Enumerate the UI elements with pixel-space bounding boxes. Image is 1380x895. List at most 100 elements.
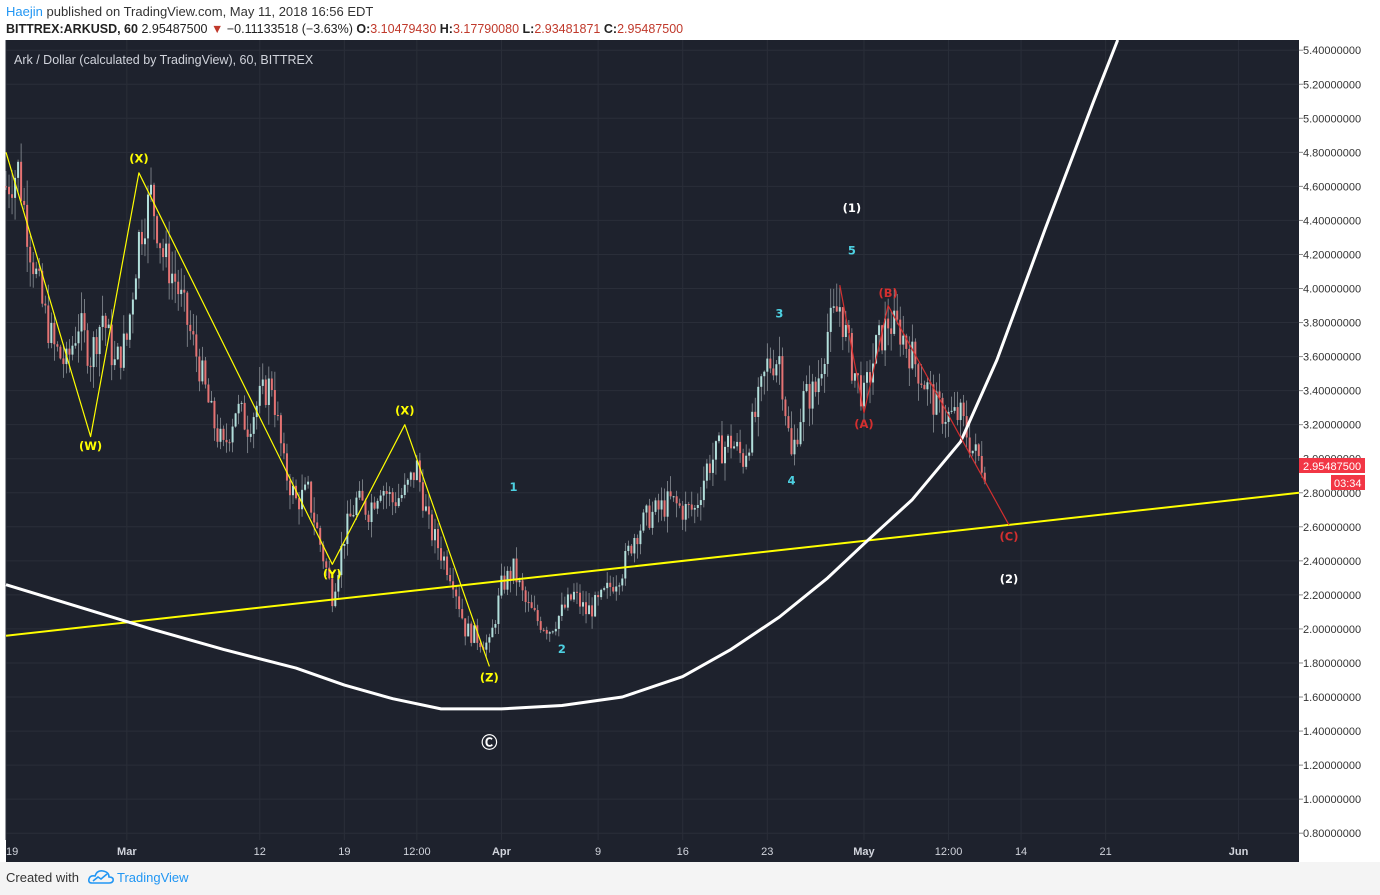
candle-body <box>745 455 748 467</box>
author-link[interactable]: Haejin <box>6 4 43 19</box>
price-tag-countdown: 03:34 <box>1334 478 1362 490</box>
candle-body <box>563 604 566 608</box>
candle-body <box>134 278 137 300</box>
candle-body <box>630 545 633 554</box>
candle-body <box>717 435 720 442</box>
candle-body <box>17 161 20 178</box>
candle-body <box>582 602 585 607</box>
candle-body <box>793 439 796 455</box>
candle-body <box>696 505 699 508</box>
price-tick-label: 3.60000000 <box>1303 352 1361 364</box>
candle-body <box>826 331 829 364</box>
candle-body <box>917 364 920 384</box>
candle-body <box>415 460 418 481</box>
candle-body <box>41 270 44 304</box>
candle-body <box>932 384 935 415</box>
candle-body <box>503 575 506 590</box>
candle-body <box>488 637 491 643</box>
candle-body <box>71 345 74 355</box>
candle-body <box>319 528 322 545</box>
wave-label: Ⓒ <box>481 733 497 752</box>
candle-body <box>304 484 307 490</box>
candle-body <box>805 384 808 392</box>
price-axis[interactable] <box>1299 40 1374 840</box>
candle-body <box>594 594 597 617</box>
candle-body <box>358 490 361 498</box>
time-tick-label: 16 <box>677 846 689 858</box>
candle-body <box>68 348 71 355</box>
open-value: 3.10479430 <box>370 22 437 36</box>
candle-body <box>80 313 83 332</box>
candle-body <box>288 480 291 496</box>
candle-body <box>89 365 92 368</box>
time-tick-label: 19 <box>338 846 350 858</box>
price-tick-label: 3.40000000 <box>1303 386 1361 398</box>
candle-body <box>962 402 965 417</box>
candle-body <box>533 607 536 611</box>
candle-body <box>832 306 835 308</box>
candle-body <box>59 346 62 359</box>
price-tick-label: 1.00000000 <box>1303 794 1361 806</box>
wave-label: (2) <box>1000 572 1019 586</box>
candle-body <box>739 441 742 454</box>
candle-body <box>524 590 527 603</box>
candle-body <box>201 360 204 382</box>
candle-body <box>382 491 385 496</box>
candle-body <box>512 558 515 580</box>
wave-label: (Z) <box>480 671 499 685</box>
header: Haejin published on TradingView.com, May… <box>0 0 1380 40</box>
close-value: 2.95487500 <box>617 22 684 36</box>
candle-body <box>790 428 793 455</box>
candle-body <box>711 459 714 473</box>
price-tick-label: 1.80000000 <box>1303 658 1361 670</box>
tradingview-cloud-icon[interactable] <box>88 868 114 886</box>
wave-label: (X) <box>395 403 414 417</box>
candle-body <box>974 444 977 451</box>
candle-body <box>313 512 316 523</box>
candle-body <box>246 429 249 437</box>
candle-body <box>754 411 757 417</box>
candle-body <box>340 545 343 576</box>
price-tick-label: 2.20000000 <box>1303 590 1361 602</box>
candle-body <box>225 439 228 443</box>
candle-body <box>687 504 690 506</box>
candle-body <box>693 507 696 510</box>
grid-lines <box>5 40 1299 840</box>
candle-body <box>893 310 896 334</box>
candle-body <box>400 494 403 499</box>
candle-body <box>980 456 983 473</box>
candle-body <box>675 496 678 504</box>
candle-body <box>938 391 941 398</box>
candle-body <box>207 384 210 403</box>
candle-body <box>645 505 648 513</box>
candle-body <box>971 450 974 454</box>
candle-body <box>8 186 11 195</box>
candle-body <box>418 460 421 483</box>
candle-body <box>766 358 769 372</box>
candle-body <box>433 529 436 541</box>
time-tick-label: 23 <box>761 846 773 858</box>
candle-body <box>775 364 778 376</box>
candle-body <box>113 359 116 366</box>
candle-body <box>388 492 391 494</box>
candle-body <box>856 373 859 376</box>
candle-body <box>397 498 400 507</box>
candle-body <box>835 306 838 312</box>
candle-body <box>678 503 681 506</box>
candle-body <box>947 411 950 422</box>
time-axis[interactable] <box>6 840 1299 862</box>
candle-body <box>639 530 642 545</box>
candle-body <box>603 588 606 590</box>
tradingview-link[interactable]: TradingView <box>117 870 189 885</box>
candle-body <box>95 337 98 355</box>
price-tick-label: 2.60000000 <box>1303 522 1361 534</box>
candle-body <box>530 602 533 608</box>
wave-label: (1) <box>843 201 862 215</box>
candle-body <box>699 500 702 506</box>
candle-body <box>270 378 273 391</box>
chart-pane[interactable] <box>6 40 1299 840</box>
candle-body <box>307 481 310 485</box>
candle-body <box>956 407 959 421</box>
candle-body <box>521 580 524 591</box>
